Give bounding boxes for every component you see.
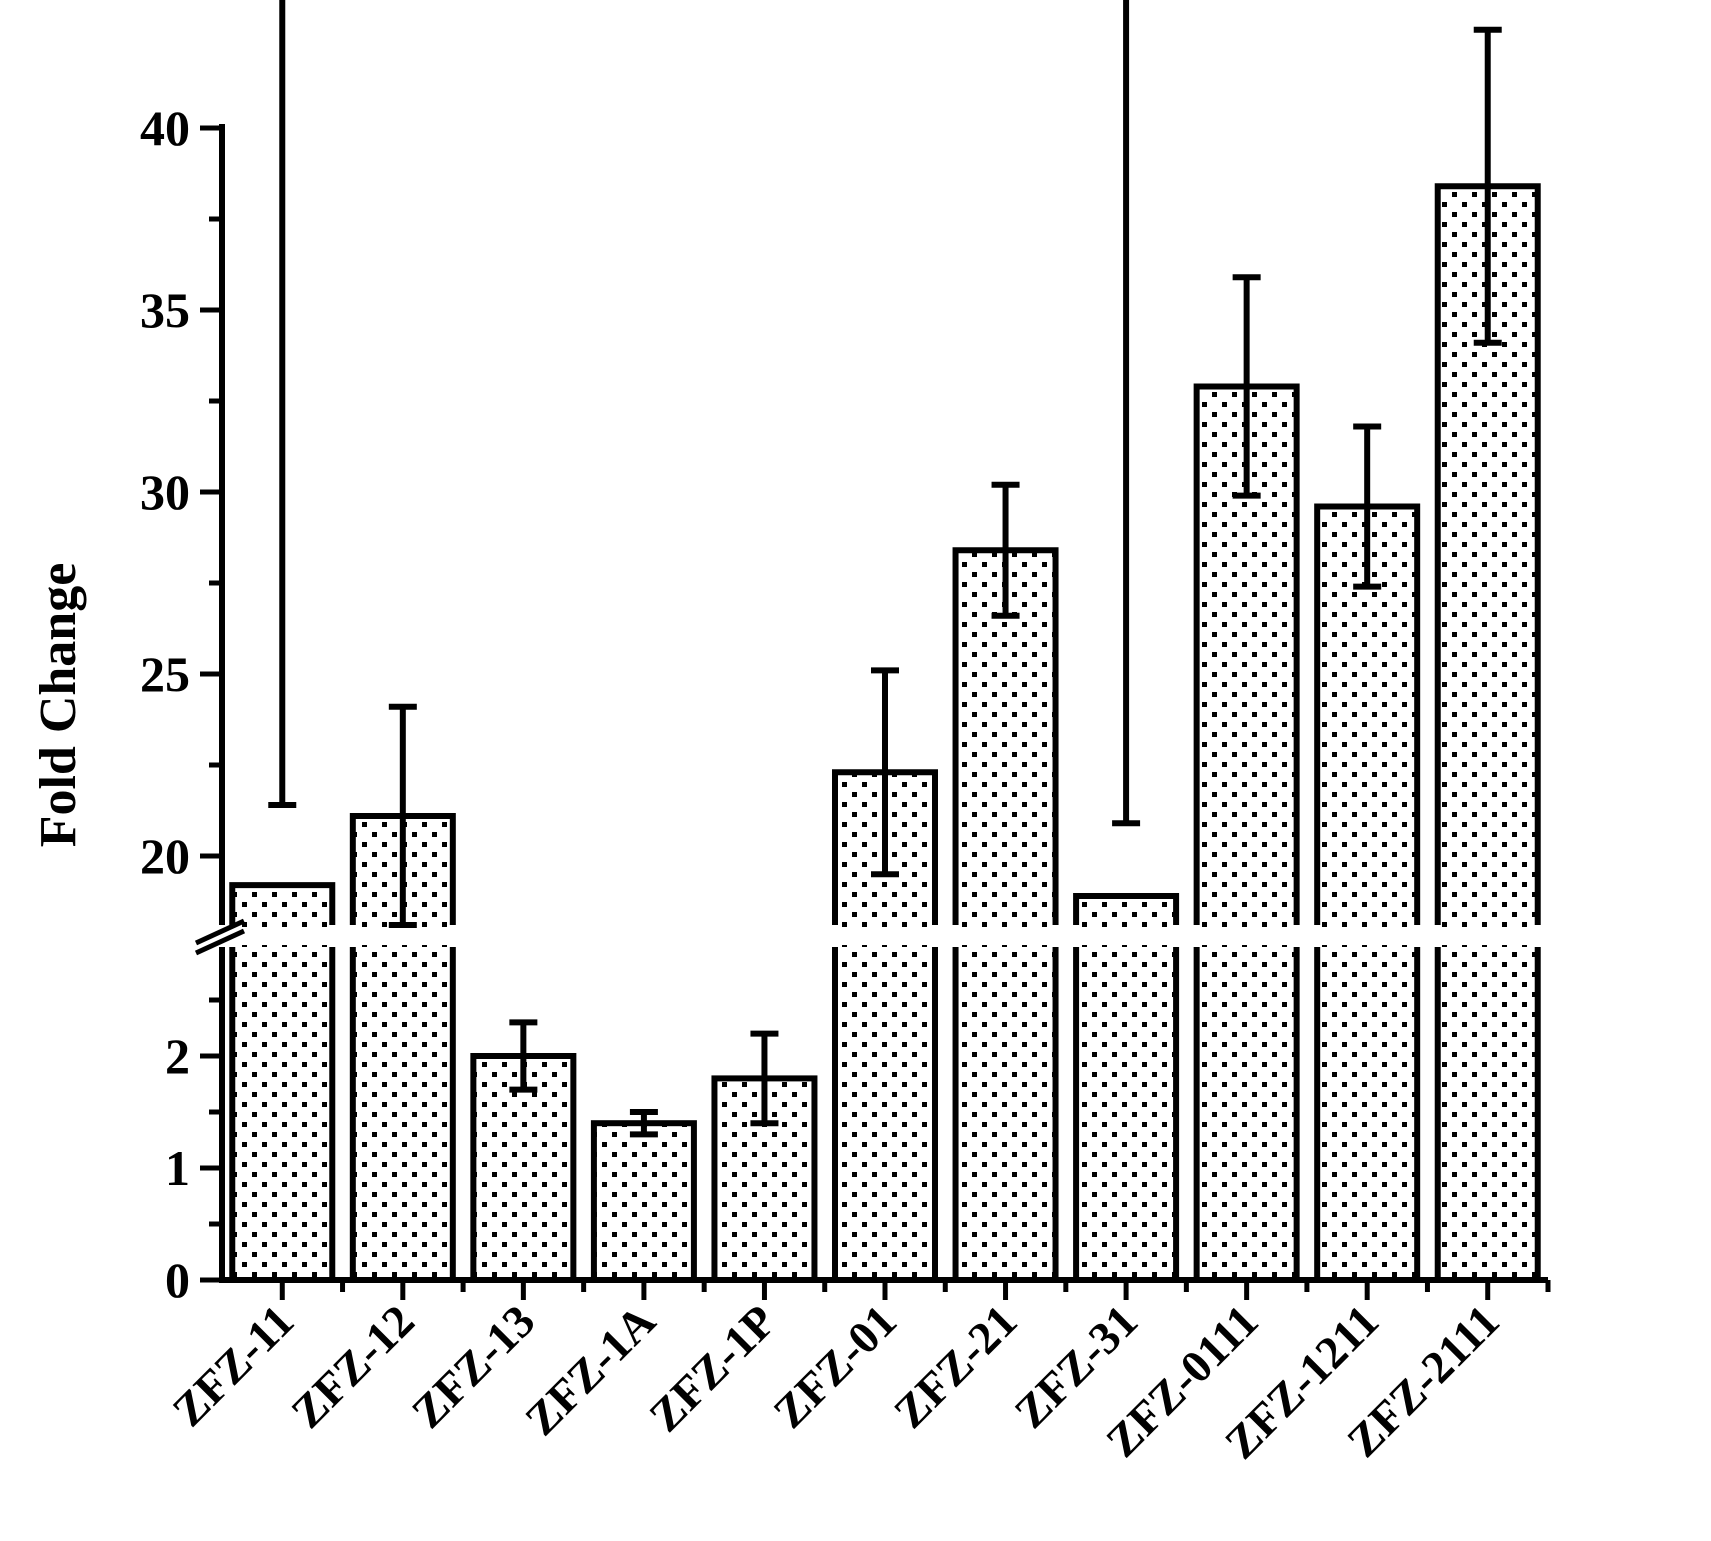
bar-pattern bbox=[232, 885, 333, 1280]
y-tick-label: 1 bbox=[165, 1140, 190, 1196]
plot-area: 2025303540012ZFZ-11ZFZ-12ZFZ-13ZFZ-1AZFZ… bbox=[140, 0, 1568, 1468]
x-tick-label: ZFZ-21 bbox=[884, 1295, 1027, 1438]
axis-break-mark bbox=[194, 928, 246, 956]
y-tick-label: 35 bbox=[140, 282, 190, 338]
axis-break-mark bbox=[194, 918, 246, 946]
y-tick-label: 2 bbox=[165, 1028, 190, 1084]
axis-break-gap bbox=[202, 927, 1568, 945]
bar-pattern bbox=[590, 1120, 697, 1283]
bar-pattern bbox=[1437, 186, 1538, 1281]
y-tick-label: 40 bbox=[140, 100, 190, 156]
bar-pattern bbox=[955, 550, 1056, 1280]
y-axis-title: Fold Change bbox=[30, 563, 87, 848]
bar-outline bbox=[229, 882, 336, 1280]
y-tick-label: 0 bbox=[165, 1252, 190, 1308]
bar-pattern bbox=[1076, 896, 1177, 1280]
x-tick-label: ZFZ-1A bbox=[515, 1295, 665, 1445]
y-tick-label: 20 bbox=[140, 828, 190, 884]
x-tick-label: ZFZ-11 bbox=[162, 1295, 303, 1436]
y-tick-label: 30 bbox=[140, 464, 190, 520]
y-tick-label: 25 bbox=[140, 646, 190, 702]
bar-pattern bbox=[1196, 386, 1297, 1280]
bar-pattern bbox=[1317, 506, 1418, 1280]
x-tick-label: ZFZ-01 bbox=[763, 1295, 906, 1438]
x-tick-label: ZFZ-12 bbox=[281, 1295, 424, 1438]
x-tick-label: ZFZ-1P bbox=[639, 1295, 785, 1441]
bar-outline bbox=[1073, 893, 1180, 1280]
